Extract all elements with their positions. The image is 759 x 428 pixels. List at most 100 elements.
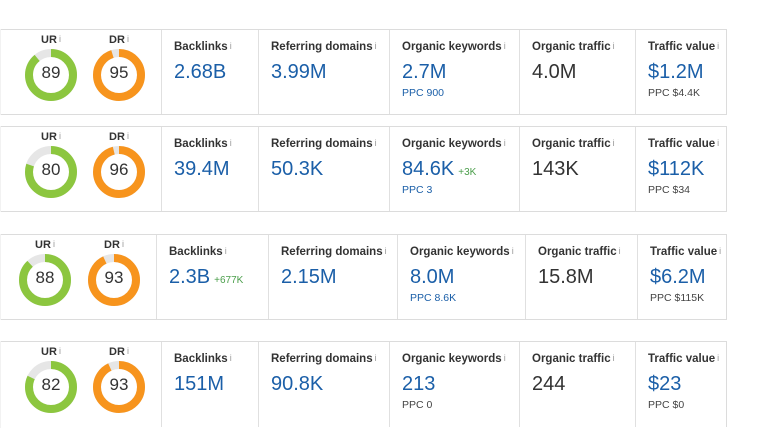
ur-ring-arc: [19, 254, 71, 306]
rating-gauges: UR i 80 DR i 96: [1, 127, 161, 211]
dr-ring-arc: [88, 254, 140, 306]
referring-domains-value[interactable]: 50.3K: [271, 158, 324, 180]
ur-label: UR: [41, 346, 57, 358]
traffic-value-value[interactable]: $6.2M: [650, 266, 706, 288]
ur-gauge[interactable]: UR i 82: [21, 342, 81, 413]
traffic-value-value[interactable]: $23: [648, 373, 682, 395]
ur-ring-arc: [25, 49, 77, 101]
info-icon[interactable]: i: [229, 353, 232, 363]
organic-traffic-label: Organic traffic: [532, 138, 611, 150]
organic-keywords-cell: Organic keywords i 8.0M PPC 8.6K: [398, 235, 526, 319]
info-icon[interactable]: i: [229, 41, 232, 51]
backlinks-value[interactable]: 151M: [174, 373, 225, 395]
referring-domains-value[interactable]: 3.99M: [271, 61, 327, 83]
info-icon[interactable]: i: [58, 34, 61, 44]
backlinks-label: Backlinks: [174, 353, 228, 365]
backlinks-cell: Backlinks i 2.3B +677K: [156, 235, 269, 319]
referring-domains-cell: Referring domains i 3.99M: [259, 30, 390, 114]
ur-value: 88: [35, 268, 55, 287]
traffic-value-cell: Traffic value i $23 PPC $0: [636, 342, 728, 427]
backlinks-value[interactable]: 2.3B: [169, 266, 211, 288]
ur-gauge[interactable]: UR i 89: [21, 30, 81, 101]
ur-ring: [25, 146, 77, 198]
dr-gauge[interactable]: DR i 93: [89, 342, 149, 413]
backlinks-cell: Backlinks i 2.68B: [161, 30, 259, 114]
info-icon[interactable]: i: [121, 239, 124, 249]
info-icon[interactable]: i: [717, 353, 720, 363]
info-icon[interactable]: i: [229, 138, 232, 148]
info-icon[interactable]: i: [612, 138, 615, 148]
dr-gauge[interactable]: DR i 96: [89, 127, 149, 198]
traffic-value-value[interactable]: $1.2M: [648, 61, 704, 83]
dr-ring: [88, 254, 140, 306]
dr-ring-arc: [93, 49, 145, 101]
info-icon[interactable]: i: [503, 353, 506, 363]
info-icon[interactable]: i: [503, 41, 506, 51]
ur-gauge[interactable]: UR i 88: [15, 235, 75, 306]
traffic-value-cell: Traffic value i $1.2M PPC $4.4K: [636, 30, 728, 114]
info-icon[interactable]: i: [717, 138, 720, 148]
organic-traffic-cell: Organic traffic i 143K: [520, 127, 636, 211]
ur-value: 80: [41, 160, 61, 179]
info-icon[interactable]: i: [374, 41, 377, 51]
ur-ring: [25, 361, 77, 413]
info-icon[interactable]: i: [126, 346, 129, 356]
info-icon[interactable]: i: [58, 131, 61, 141]
info-icon[interactable]: i: [224, 246, 227, 256]
info-icon[interactable]: i: [52, 239, 55, 249]
ppc-traffic-value: PPC $0: [648, 399, 685, 411]
ppc-keywords: PPC 0: [402, 399, 433, 411]
info-icon[interactable]: i: [126, 131, 129, 141]
dr-value: 93: [104, 268, 124, 287]
referring-domains-value[interactable]: 90.8K: [271, 373, 324, 395]
info-icon[interactable]: i: [503, 138, 506, 148]
info-icon[interactable]: i: [618, 246, 621, 256]
referring-domains-label: Referring domains: [271, 138, 373, 150]
ppc-traffic-value: PPC $4.4K: [648, 87, 700, 99]
dr-ring: [93, 49, 145, 101]
ppc-keywords[interactable]: PPC 3: [402, 184, 433, 196]
organic-keywords-value[interactable]: 213: [402, 373, 436, 395]
ppc-keywords[interactable]: PPC 8.6K: [410, 292, 457, 304]
referring-domains-cell: Referring domains i 2.15M: [269, 235, 398, 319]
organic-traffic-cell: Organic traffic i 4.0M: [520, 30, 636, 114]
info-icon[interactable]: i: [511, 246, 514, 256]
organic-keywords-value[interactable]: 84.6K: [402, 158, 455, 180]
backlinks-label: Backlinks: [169, 246, 223, 258]
info-icon[interactable]: i: [612, 353, 615, 363]
traffic-value-label: Traffic value: [650, 246, 718, 258]
info-icon[interactable]: i: [374, 138, 377, 148]
organic-keywords-value[interactable]: 8.0M: [410, 266, 455, 288]
info-icon[interactable]: i: [58, 346, 61, 356]
backlinks-label: Backlinks: [174, 41, 228, 53]
traffic-value-value[interactable]: $112K: [648, 158, 705, 180]
dr-gauge[interactable]: DR i 95: [89, 30, 149, 101]
metrics-row: UR i 80 DR i 96 Backlinks i 39.4M Referring…: [0, 126, 727, 212]
dr-gauge[interactable]: DR i 93: [84, 235, 144, 306]
ur-ring: [25, 49, 77, 101]
dr-ring-arc: [93, 146, 145, 198]
organic-keywords-label: Organic keywords: [402, 353, 502, 365]
ur-gauge[interactable]: UR i 80: [21, 127, 81, 198]
info-icon[interactable]: i: [717, 41, 720, 51]
backlinks-value[interactable]: 39.4M: [174, 158, 230, 180]
organic-traffic-value: 244: [532, 373, 566, 395]
organic-keywords-value[interactable]: 2.7M: [402, 61, 447, 83]
rating-gauges: UR i 88 DR i 93: [1, 235, 156, 319]
ur-ring-arc: [25, 361, 77, 413]
referring-domains-value[interactable]: 2.15M: [281, 266, 337, 288]
info-icon[interactable]: i: [126, 34, 129, 44]
backlinks-value[interactable]: 2.68B: [174, 61, 227, 83]
info-icon[interactable]: i: [374, 353, 377, 363]
ppc-keywords[interactable]: PPC 900: [402, 87, 445, 99]
backlinks-cell: Backlinks i 39.4M: [161, 127, 259, 211]
organic-keywords-cell: Organic keywords i 2.7M PPC 900: [390, 30, 520, 114]
metrics-row: UR i 89 DR i 95 Backlinks i 2.68B Referring…: [0, 29, 727, 115]
backlinks-delta: +677K: [214, 275, 244, 286]
info-icon[interactable]: i: [719, 246, 722, 256]
info-icon[interactable]: i: [384, 246, 387, 256]
info-icon[interactable]: i: [612, 41, 615, 51]
rating-gauges: UR i 82 DR i 93: [1, 342, 161, 427]
organic-traffic-value: 143K: [532, 158, 579, 180]
organic-traffic-value: 4.0M: [532, 61, 577, 83]
